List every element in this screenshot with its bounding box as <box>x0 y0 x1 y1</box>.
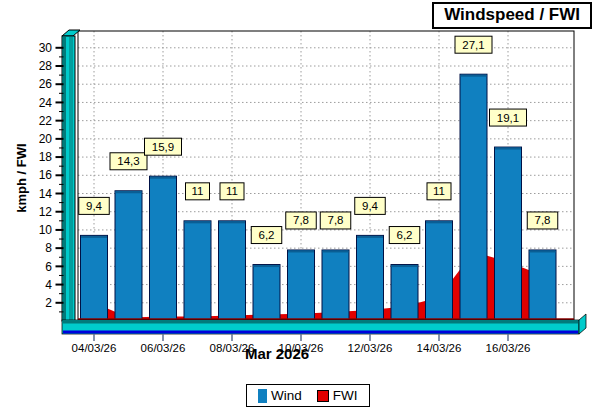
bar-value-label: 6,2 <box>397 229 413 241</box>
wind-bar-top-edge <box>426 221 452 223</box>
bar-value-label: 7,8 <box>535 214 551 226</box>
wind-bar <box>219 221 246 321</box>
x-axis-tick-label: 14/03/26 <box>417 342 462 354</box>
bar-value-label: 9,4 <box>86 200 103 212</box>
axis-wall-shade-mid <box>69 37 73 320</box>
axis-floor-right-bevel <box>579 314 586 334</box>
axis-wall-shade-left <box>63 37 66 320</box>
y-axis-tick-label: 18 <box>39 150 53 164</box>
wind-bar <box>115 191 142 321</box>
y-axis-tick-label: 10 <box>39 223 53 237</box>
legend-item-wind: Wind <box>258 388 302 403</box>
axis-floor-bottom-edge <box>63 331 578 334</box>
wind-bar-top-edge <box>461 75 487 77</box>
wind-bar-top-edge <box>254 265 280 267</box>
bar-value-label: 6,2 <box>259 229 275 241</box>
axis-floor-top-edge <box>63 321 578 324</box>
wind-bar-top-edge <box>150 177 176 179</box>
bar-value-label: 11 <box>192 185 204 197</box>
y-axis-tick-label: 12 <box>39 205 53 219</box>
legend: Wind FWI <box>246 384 370 407</box>
wind-bar <box>495 147 522 321</box>
wind-bar <box>529 250 556 321</box>
bar-value-label: 7,8 <box>328 214 344 226</box>
wind-bar <box>460 74 487 321</box>
bar-value-label: 7,8 <box>293 214 309 226</box>
bar-value-label: 11 <box>226 185 238 197</box>
wind-bar <box>253 265 280 321</box>
wind-bar-top-edge <box>81 236 107 238</box>
fwi-legend-label: FWI <box>333 388 358 403</box>
y-axis-tick-label: 6 <box>45 260 52 274</box>
wind-bar-top-edge <box>530 250 556 252</box>
bar-value-label: 27,1 <box>462 39 484 51</box>
wind-legend-label: Wind <box>271 388 302 403</box>
bar-value-label: 14,3 <box>117 155 139 167</box>
y-axis-tick-label: 4 <box>45 278 52 292</box>
wind-swatch-icon <box>258 389 267 403</box>
wind-bar-top-edge <box>323 250 349 252</box>
wind-bar <box>184 221 211 321</box>
chart-title: Windspeed / FWI <box>432 2 592 29</box>
y-axis-tick-label: 26 <box>39 77 53 91</box>
wind-bar <box>426 221 453 321</box>
wind-bar-top-edge <box>116 191 142 193</box>
y-axis-tick-label: 30 <box>39 41 53 55</box>
wind-bar-top-edge <box>495 148 521 150</box>
y-axis-tick-label: 24 <box>39 96 53 110</box>
wind-bar-top-edge <box>219 221 245 223</box>
wind-bar <box>391 265 418 321</box>
legend-item-fwi: FWI <box>317 388 358 403</box>
x-axis-tick-label: 16/03/26 <box>486 342 531 354</box>
wind-bar <box>150 176 177 321</box>
wind-bar <box>357 235 384 321</box>
x-axis-tick-label: 04/03/26 <box>72 342 117 354</box>
wind-bar <box>81 235 108 321</box>
windspeed-fwi-chart: Windspeed / FWI kmph / FWI 2468101214161… <box>0 0 600 420</box>
y-axis-tick-label: 28 <box>39 59 53 73</box>
y-axis-tick-label: 22 <box>39 114 53 128</box>
bar-value-label: 15,9 <box>152 141 174 153</box>
wind-bar-top-edge <box>185 221 211 223</box>
wind-bar-top-edge <box>357 236 383 238</box>
y-axis-tick-label: 14 <box>39 187 53 201</box>
y-axis-tick-label: 2 <box>45 296 52 310</box>
y-axis-tick-label: 16 <box>39 168 53 182</box>
bar-value-label: 9,4 <box>362 200 379 212</box>
wind-bar <box>288 250 315 321</box>
bar-value-label: 19,1 <box>497 112 519 124</box>
wind-bar-top-edge <box>288 250 314 252</box>
bar-value-label: 11 <box>433 185 445 197</box>
y-axis-tick-label: 20 <box>39 132 53 146</box>
wind-bar-top-edge <box>392 265 418 267</box>
wind-bar <box>322 250 349 321</box>
y-axis-tick-label: 8 <box>45 241 52 255</box>
y-axis-title: kmph / FWI <box>14 118 30 238</box>
fwi-swatch-icon <box>317 390 329 402</box>
axis-wall-bevel <box>62 30 80 36</box>
x-axis-title: Mar 2026 <box>177 345 377 362</box>
